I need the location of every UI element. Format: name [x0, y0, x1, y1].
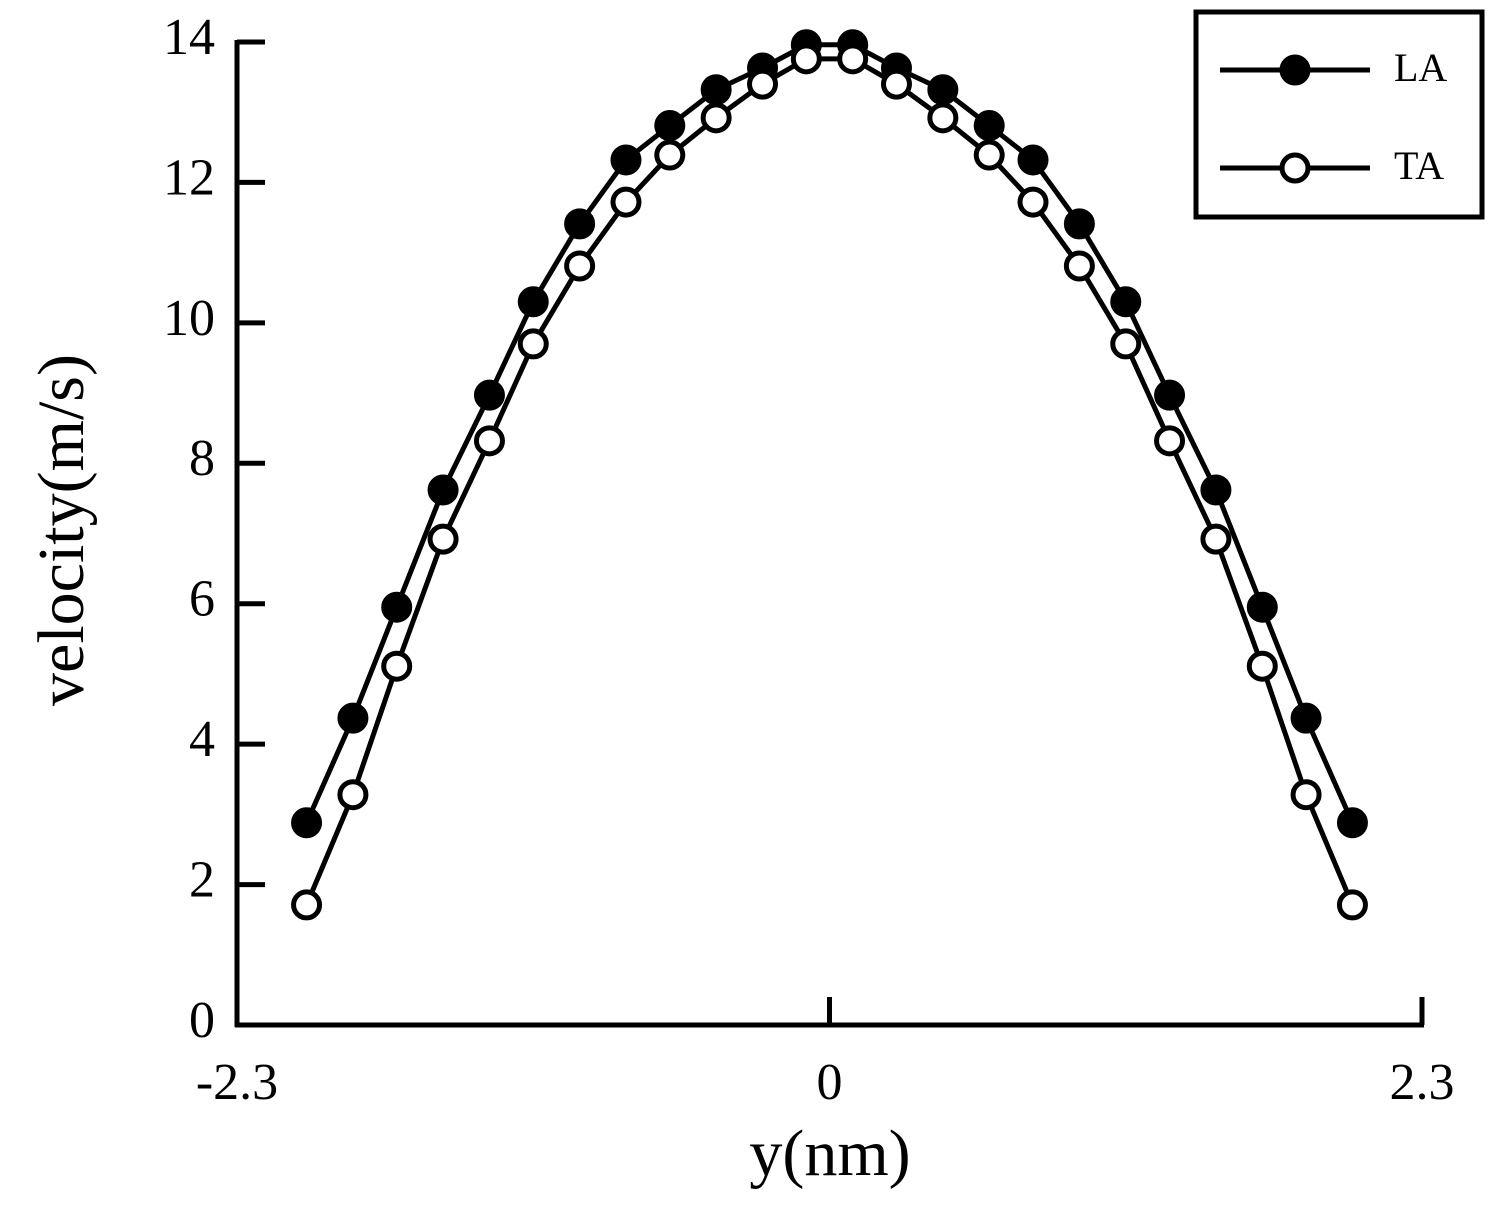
x-axis-label: y(nm) — [749, 1117, 910, 1190]
data-point — [517, 328, 549, 360]
data-point — [654, 139, 686, 171]
legend-label: TA — [1394, 143, 1444, 188]
data-point — [1246, 650, 1278, 682]
data-point — [337, 779, 369, 811]
data-point — [564, 208, 596, 240]
data-point — [1200, 523, 1232, 555]
data-point — [564, 250, 596, 282]
data-point — [880, 68, 912, 100]
y-tick-label: 4 — [189, 711, 215, 768]
data-point — [473, 379, 505, 411]
data-point — [337, 702, 369, 734]
data-point — [1246, 591, 1278, 623]
data-point — [973, 139, 1005, 171]
data-point — [610, 144, 642, 176]
data-point — [927, 102, 959, 134]
y-tick-label: 14 — [163, 9, 215, 66]
data-point — [973, 110, 1005, 142]
data-point — [427, 523, 459, 555]
legend-box — [1193, 9, 1485, 220]
y-axis-label: velocity(m/s) — [25, 354, 98, 706]
data-point — [1017, 186, 1049, 218]
data-point — [790, 43, 822, 75]
data-point — [381, 591, 413, 623]
data-point — [291, 889, 323, 921]
y-tick-label: 2 — [189, 852, 215, 909]
data-point — [610, 186, 642, 218]
x-tick-label: 0 — [817, 1054, 843, 1111]
series-line — [304, 56, 1355, 906]
data-point — [1200, 474, 1232, 506]
data-point — [517, 286, 549, 318]
data-point — [291, 807, 323, 839]
data-point — [1336, 889, 1368, 921]
data-point — [1110, 328, 1142, 360]
data-point — [837, 43, 869, 75]
x-tick-label: -2.3 — [196, 1054, 278, 1111]
data-point — [700, 102, 732, 134]
data-point — [1110, 286, 1142, 318]
legend-marker — [1279, 54, 1311, 86]
data-point — [1336, 807, 1368, 839]
x-tick-label: 2.3 — [1390, 1054, 1455, 1111]
data-point — [654, 110, 686, 142]
data-point — [381, 650, 413, 682]
y-tick-label: 8 — [189, 430, 215, 487]
data-point — [1154, 425, 1186, 457]
y-tick-label: 0 — [189, 992, 215, 1049]
series-line — [304, 42, 1355, 824]
legend-label: LA — [1394, 45, 1447, 90]
data-point — [927, 74, 959, 106]
data-point — [473, 425, 505, 457]
data-point — [1154, 379, 1186, 411]
data-point — [1063, 250, 1095, 282]
y-tick-label: 6 — [189, 571, 215, 628]
y-tick-label: 12 — [163, 149, 215, 206]
legend-marker — [1279, 152, 1311, 184]
data-point — [747, 68, 779, 100]
data-point — [1290, 779, 1322, 811]
data-point — [700, 74, 732, 106]
data-point — [1290, 702, 1322, 734]
data-point — [1063, 208, 1095, 240]
data-point — [1017, 144, 1049, 176]
y-tick-label: 10 — [163, 290, 215, 347]
data-point — [427, 474, 459, 506]
